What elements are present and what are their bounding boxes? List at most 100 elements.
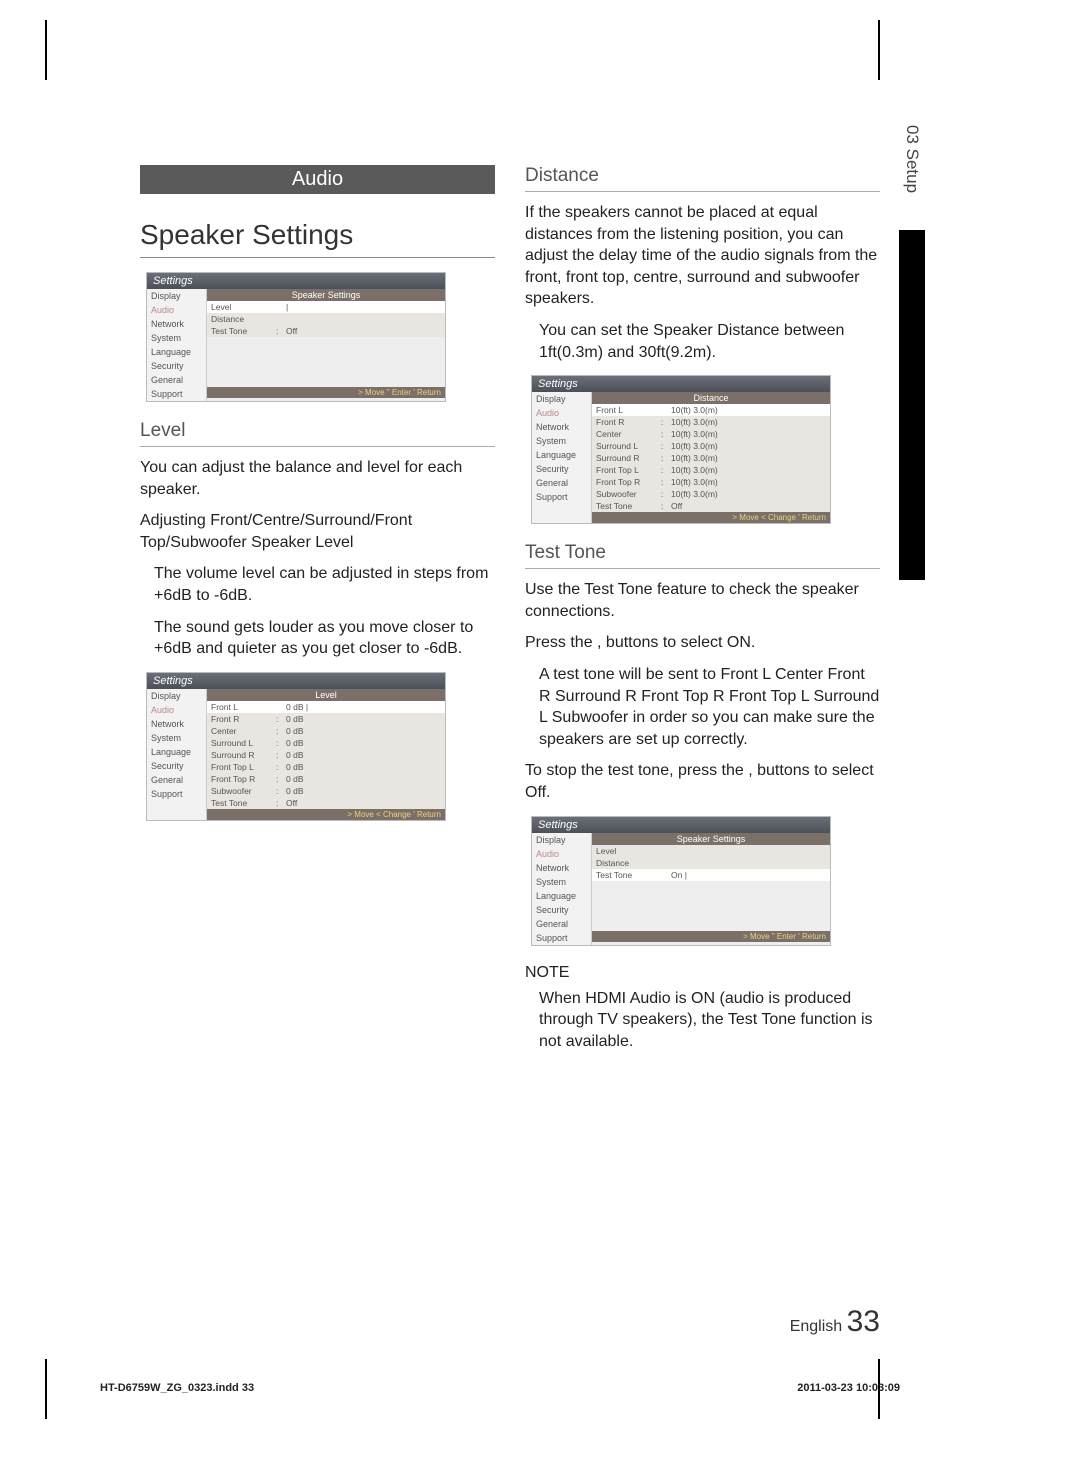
mini-row: Level [592,845,830,857]
settings-screenshot-distance: Settings DisplayAudioNetworkSystemLangua… [531,375,831,524]
mini-row: Surround R:10(ft) 3.0(m) [592,452,830,464]
mini-foot: > Move " Enter ' Return [207,387,445,398]
mini-sidebar-item: Network [532,420,591,434]
level-text: The sound gets louder as you move closer… [140,617,495,660]
mini-sidebar-item: Audio [147,303,206,317]
mini-sidebar-item: Audio [532,847,591,861]
page-num: 33 [847,1305,880,1338]
mini-rows: Front L0 dB |Front R:0 dBCenter:0 dBSurr… [207,701,445,809]
mini-foot: > Move < Change ' Return [592,512,830,523]
testtone-text: Use the Test Tone feature to check the s… [525,579,880,622]
mini-sidebar: DisplayAudioNetworkSystemLanguageSecurit… [532,833,592,945]
mini-row: Test Tone:Off [207,797,445,809]
rule [525,191,880,192]
mini-row: Front Top L:10(ft) 3.0(m) [592,464,830,476]
mini-row: Distance [592,857,830,869]
mini-sidebar-item: Security [147,759,206,773]
mini-row: Center:10(ft) 3.0(m) [592,428,830,440]
mini-sidebar: DisplayAudioNetworkSystemLanguageSecurit… [147,689,207,820]
mini-sidebar-item: Support [532,490,591,504]
mini-sidebar-item: Security [532,462,591,476]
mini-sidebar-item: Network [147,317,206,331]
mini-sidebar-item: Security [147,359,206,373]
mini-row: Front R:10(ft) 3.0(m) [592,416,830,428]
level-heading: Level [140,420,495,442]
page: 03 Setup Audio Speaker Settings Settings… [0,0,1080,1479]
mini-row: Surround L:10(ft) 3.0(m) [592,440,830,452]
mini-rows: Front L10(ft) 3.0(m)Front R:10(ft) 3.0(m… [592,404,830,512]
mini-sidebar-item: Network [147,717,206,731]
mini-head: Distance [592,392,830,404]
mini-rows: Level|DistanceTest Tone:Off [207,301,445,337]
mini-row: Test ToneOn | [592,869,830,881]
doc-date: 2011-03-23 10:03:09 [797,1382,900,1394]
mini-sidebar-item: Support [147,387,206,401]
mini-sidebar-item: Language [147,345,206,359]
mini-sidebar-item: Display [147,289,206,303]
distance-heading: Distance [525,165,880,187]
mini-row: Front L0 dB | [207,701,445,713]
note-heading: NOTE [525,964,880,982]
side-tab: 03 Setup [902,125,922,193]
left-column: Audio Speaker Settings Settings DisplayA… [140,165,495,1062]
mini-sidebar-item: System [147,331,206,345]
distance-text: You can set the Speaker Distance between… [525,320,880,363]
mini-title: Settings [147,673,445,689]
mini-sidebar-item: System [532,875,591,889]
mini-foot: > Move " Enter ' Return [592,931,830,942]
doc-file: HT-D6759W_ZG_0323.indd 33 [100,1382,254,1394]
mini-sidebar-item: Support [147,787,206,801]
mini-row: Front L10(ft) 3.0(m) [592,404,830,416]
doc-footer: HT-D6759W_ZG_0323.indd 33 2011-03-23 10:… [100,1382,900,1394]
mini-sidebar-item: General [532,476,591,490]
content: Audio Speaker Settings Settings DisplayA… [140,165,880,1062]
page-number: English 33 [790,1305,880,1339]
mini-sidebar-item: Language [147,745,206,759]
mini-row: Front Top L:0 dB [207,761,445,773]
mini-row: Front Top R:10(ft) 3.0(m) [592,476,830,488]
mini-sidebar-item: Language [532,889,591,903]
testtone-text: To stop the test tone, press the , butto… [525,760,880,803]
mini-row: Distance [207,313,445,325]
testtone-text: A test tone will be sent to Front L Cent… [525,664,880,750]
mini-row: Test Tone:Off [207,325,445,337]
mini-sidebar-item: General [147,373,206,387]
rule [140,446,495,447]
mini-sidebar-item: General [532,917,591,931]
mini-sidebar-item: Audio [147,703,206,717]
mini-title: Settings [532,376,830,392]
mini-sidebar: DisplayAudioNetworkSystemLanguageSecurit… [147,289,207,401]
mini-sidebar-item: Network [532,861,591,875]
mini-row: Subwoofer:10(ft) 3.0(m) [592,488,830,500]
mini-head: Speaker Settings [207,289,445,301]
mini-sidebar-item: Audio [532,406,591,420]
mini-row: Level| [207,301,445,313]
mini-row: Subwoofer:0 dB [207,785,445,797]
page-title: Speaker Settings [140,219,495,251]
note-text: When HDMI Audio is ON (audio is produced… [525,988,880,1053]
mini-sidebar-item: General [147,773,206,787]
mini-sidebar-item: Support [532,931,591,945]
mini-sidebar-item: Display [147,689,206,703]
level-text: You can adjust the balance and level for… [140,457,495,500]
testtone-text: Press the , buttons to select ON. [525,632,880,654]
crop-mark [45,1359,57,1419]
right-column: Distance If the speakers cannot be place… [525,165,880,1062]
mini-sidebar-item: System [147,731,206,745]
rule [525,568,880,569]
distance-text: If the speakers cannot be placed at equa… [525,202,880,310]
mini-row: Front Top R:0 dB [207,773,445,785]
crop-mark [45,20,57,80]
audio-bar: Audio [140,165,495,194]
mini-row: Surround R:0 dB [207,749,445,761]
level-text: Adjusting Front/Centre/Surround/Front To… [140,510,495,553]
settings-screenshot-level: Settings DisplayAudioNetworkSystemLangua… [146,672,446,821]
rule [140,257,495,258]
side-black-tab [899,230,925,580]
mini-title: Settings [532,817,830,833]
mini-head: Speaker Settings [592,833,830,845]
mini-head: Level [207,689,445,701]
mini-sidebar-item: System [532,434,591,448]
mini-sidebar-item: Security [532,903,591,917]
mini-foot: > Move < Change ' Return [207,809,445,820]
